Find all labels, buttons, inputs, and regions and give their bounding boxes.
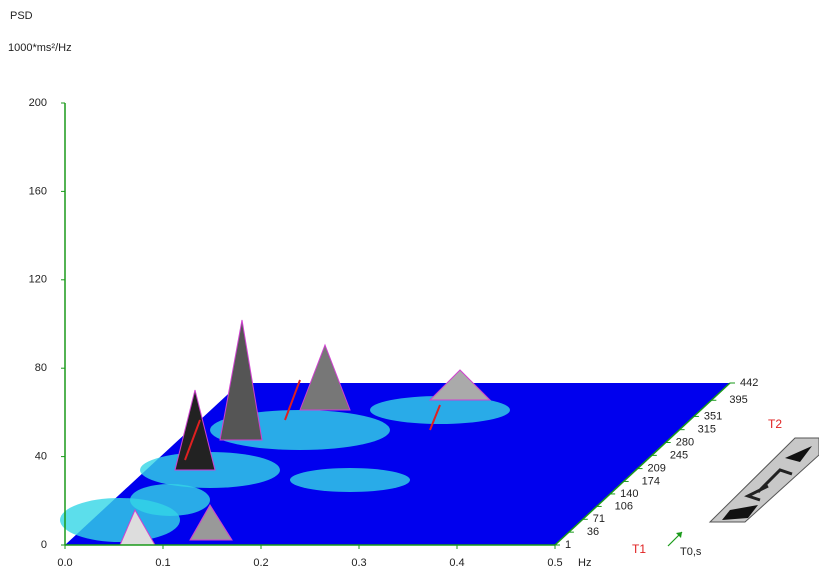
- x-axis-label: Hz: [578, 557, 591, 568]
- depth-tick-label: 106: [615, 500, 633, 512]
- depth-tick-label: 315: [698, 424, 716, 436]
- depth-tick-label: 245: [670, 449, 688, 461]
- depth-tick-label: 280: [676, 436, 694, 448]
- surface-peak: [220, 320, 262, 440]
- x-tick-label: 0.5: [547, 557, 562, 568]
- x-tick-label: 0.4: [449, 557, 464, 568]
- chart: PSD 1000*ms²/Hz Hz T0,s T1 T2 0 40 80 120 16…: [0, 0, 819, 568]
- depth-tick-label: 351: [704, 410, 722, 422]
- depth-tick-label: 1: [565, 539, 571, 551]
- depth-tick-label: 174: [642, 475, 660, 487]
- x-tick-label: 0.0: [57, 557, 72, 568]
- chart-title: PSD: [10, 10, 33, 22]
- y-axis-label: 1000*ms²/Hz: [8, 42, 72, 54]
- x-tick-label: 0.3: [351, 557, 366, 568]
- depth-tick-label: 140: [620, 488, 638, 500]
- y-tick-label: 80: [35, 362, 47, 374]
- y-tick-label: 40: [35, 451, 47, 463]
- y-tick-label: 0: [41, 539, 47, 551]
- x-tick-label: 0.1: [155, 557, 170, 568]
- surface-texture: [290, 468, 410, 492]
- y-tick-label: 160: [29, 185, 47, 197]
- depth-tick-label: 36: [587, 526, 599, 538]
- surface-peak: [300, 345, 350, 410]
- navigator[interactable]: [710, 438, 819, 522]
- depth-tick-label: 395: [729, 394, 747, 406]
- depth-tick-label: 71: [593, 513, 605, 525]
- depth-tick-label: 442: [740, 377, 758, 389]
- x-tick-label: 0.2: [253, 557, 268, 568]
- y-tick-label: 200: [29, 97, 47, 109]
- depth-tick-label: 209: [648, 462, 666, 474]
- depth-axis-label: T0,s: [680, 546, 702, 558]
- surface-texture: [130, 484, 210, 516]
- front-label: T1: [632, 542, 646, 556]
- y-tick-label: 120: [29, 274, 47, 286]
- back-label: T2: [768, 417, 782, 431]
